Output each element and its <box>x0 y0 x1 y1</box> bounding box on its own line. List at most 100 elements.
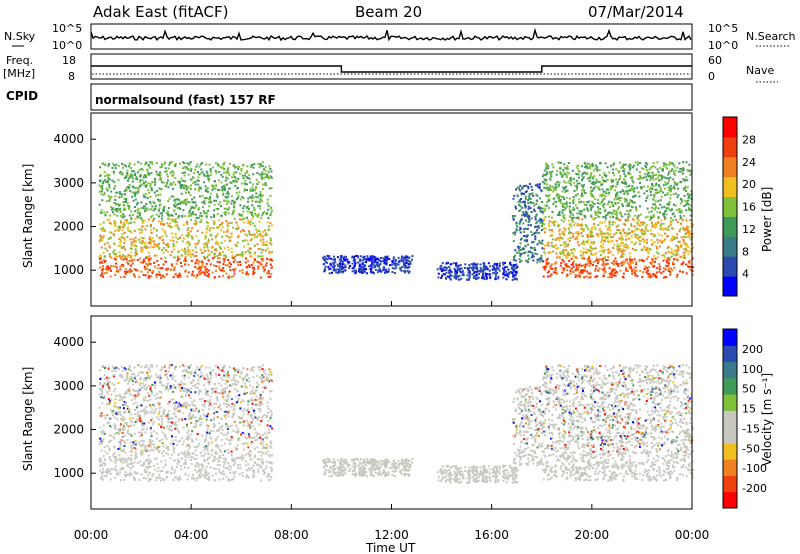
echo-cell <box>349 265 352 267</box>
echo-cell <box>326 261 329 264</box>
echo-cell <box>264 183 266 186</box>
echo-cell <box>639 224 642 227</box>
echo-cell <box>216 260 219 263</box>
echo-cell <box>104 255 106 258</box>
echo-cell <box>360 271 362 274</box>
echo-cell <box>672 253 675 256</box>
echo-cell <box>598 207 601 210</box>
echo-cell <box>589 249 591 252</box>
echo-cell <box>538 207 541 210</box>
echo-cell <box>157 198 159 201</box>
echo-cell <box>687 196 690 199</box>
echo-cell <box>520 218 523 221</box>
echo-cell <box>572 233 575 235</box>
echo-cell <box>608 240 611 243</box>
echo-cell <box>234 255 237 258</box>
echo-cell <box>212 219 215 222</box>
echo-cell <box>162 181 165 184</box>
echo-cell <box>219 269 222 272</box>
echo-cell <box>536 261 539 264</box>
echo-cell <box>592 195 595 198</box>
echo-cell <box>586 207 589 210</box>
echo-cell <box>263 268 266 271</box>
echo-cell <box>231 199 234 202</box>
echo-cell <box>546 171 548 174</box>
echo-cell <box>551 186 554 189</box>
echo-cell <box>249 247 252 250</box>
echo-cell <box>503 273 506 276</box>
echo-cell <box>233 272 236 275</box>
echo-cell <box>114 191 117 194</box>
echo-cell <box>597 223 600 226</box>
echo-cell <box>609 232 612 235</box>
echo-cell <box>242 164 244 167</box>
echo-cell <box>267 276 270 279</box>
echo-cell <box>118 431 121 434</box>
echo-cell <box>322 263 325 266</box>
echo-cell <box>653 240 656 243</box>
echo-cell <box>153 202 156 205</box>
echo-cell <box>153 261 155 264</box>
echo-cell <box>247 249 250 252</box>
echo-cell <box>482 272 485 275</box>
echo-cell <box>541 221 544 224</box>
echo-cell <box>358 258 361 261</box>
echo-cell <box>166 181 169 184</box>
y-tick-label: 2000 <box>53 220 84 234</box>
echo-cell <box>197 374 199 376</box>
echo-cell <box>614 213 617 216</box>
echo-cell <box>629 263 632 266</box>
echo-cell <box>526 228 529 231</box>
echo-cell <box>194 213 197 216</box>
echo-cell <box>493 263 496 266</box>
echo-cell <box>533 204 536 207</box>
echo-cell <box>534 234 537 237</box>
echo-cell <box>389 264 391 267</box>
echo-cell <box>597 260 600 263</box>
echo-cell <box>571 251 574 254</box>
echo-cell <box>132 199 135 202</box>
echo-cell <box>205 216 208 219</box>
echo-cell <box>181 202 184 205</box>
echo-cell <box>144 210 146 213</box>
echo-cell <box>385 261 388 264</box>
echo-cell <box>607 262 610 265</box>
echo-cell <box>689 169 692 172</box>
echo-cell <box>209 199 212 202</box>
echo-cell <box>514 249 517 252</box>
echo-cell <box>594 210 597 213</box>
echo-cell <box>579 250 582 253</box>
echo-cell <box>458 274 461 277</box>
echo-cell <box>654 225 657 228</box>
echo-cell <box>524 251 527 254</box>
echo-cell <box>170 218 173 221</box>
echo-cell <box>636 227 639 230</box>
echo-cell <box>125 220 128 223</box>
echo-cell <box>198 368 201 371</box>
echo-cell <box>101 239 104 242</box>
echo-cell <box>615 178 618 181</box>
echo-cell <box>659 226 662 228</box>
echo-cell <box>633 201 636 204</box>
echo-cell <box>387 270 390 273</box>
echo-cell <box>439 265 442 268</box>
echo-cell <box>132 262 134 265</box>
echo-cell <box>188 453 191 456</box>
echo-cell <box>558 228 561 231</box>
echo-cell <box>561 231 564 234</box>
echo-cell <box>355 269 357 272</box>
echo-cell <box>323 267 326 270</box>
echo-cell <box>124 193 126 196</box>
echo-cell <box>665 264 668 267</box>
echo-cell <box>684 189 687 192</box>
echo-cell <box>225 170 228 173</box>
echo-cell <box>670 267 672 270</box>
echo-cell <box>548 215 551 218</box>
echo-cell <box>624 180 627 183</box>
echo-cell <box>237 236 240 239</box>
echo-cell <box>666 226 669 229</box>
echo-cell <box>189 193 192 196</box>
echo-cell <box>552 203 555 206</box>
echo-cell <box>145 161 148 164</box>
echo-cell <box>211 245 214 248</box>
